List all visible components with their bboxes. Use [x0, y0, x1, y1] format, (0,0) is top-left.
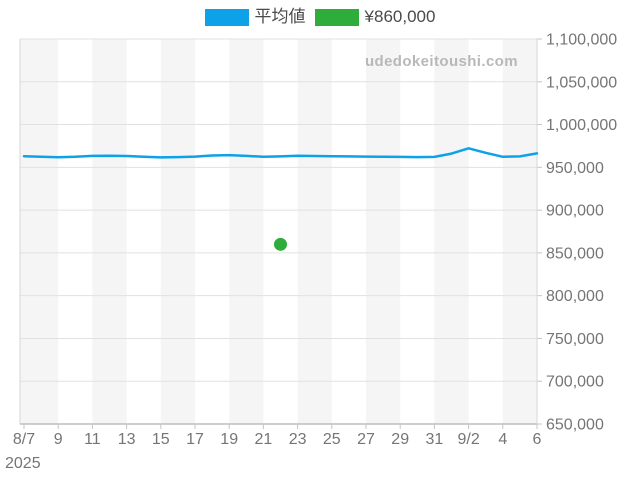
plot-band [229, 39, 264, 424]
x-axis-label: 9 [54, 431, 63, 448]
plot-band [297, 39, 332, 424]
plot-band [502, 39, 537, 424]
legend-label-average: 平均値 [254, 7, 306, 26]
legend-swatch-average [204, 8, 249, 26]
x-axis-label: 19 [220, 431, 238, 448]
x-axis-label: 8/7 [13, 431, 35, 448]
plot-band [160, 39, 195, 424]
plot-band [434, 39, 469, 424]
x-axis-label: 6 [533, 431, 542, 448]
y-axis-label: 1,100,000 [546, 32, 617, 49]
x-axis-label: 21 [255, 431, 273, 448]
x-axis-label: 27 [357, 431, 375, 448]
y-axis-label: 750,000 [546, 331, 604, 348]
legend-label-price: ¥860,000 [364, 7, 436, 26]
x-axis-label: 15 [152, 431, 170, 448]
x-axis-label: 17 [186, 431, 204, 448]
y-axis-label: 800,000 [546, 288, 604, 305]
y-axis-label: 1,000,000 [546, 117, 617, 134]
legend-item-average[interactable]: 平均値 [204, 7, 306, 26]
x-axis-label: 11 [84, 431, 101, 448]
y-axis-label: 900,000 [546, 203, 604, 220]
plot-band [366, 39, 401, 424]
y-axis-label: 950,000 [546, 160, 604, 177]
x-axis-label: 23 [289, 431, 307, 448]
y-axis-label: 850,000 [546, 245, 604, 262]
x-axis-label: 13 [118, 431, 136, 448]
x-axis-label: 31 [426, 431, 444, 448]
average-price-line[interactable] [22, 147, 539, 159]
x-axis-label: 4 [498, 431, 507, 448]
year-label: 2025 [5, 455, 41, 472]
y-axis-label: 1,050,000 [546, 74, 617, 91]
x-axis-label: 25 [323, 431, 341, 448]
x-axis-label: 9/2 [457, 431, 479, 448]
plot-band [20, 39, 59, 424]
watermark: udedokeitoushi.com [364, 53, 518, 70]
chart-legend: 平均値 ¥860,000 [0, 8, 640, 26]
price-point[interactable] [274, 237, 287, 251]
x-axis-label: 29 [391, 431, 409, 448]
y-axis-label: 700,000 [546, 374, 604, 391]
plot-band [92, 39, 127, 424]
legend-swatch-price [314, 8, 359, 26]
legend-item-price[interactable]: ¥860,000 [314, 7, 436, 26]
y-axis-label: 650,000 [546, 417, 604, 434]
